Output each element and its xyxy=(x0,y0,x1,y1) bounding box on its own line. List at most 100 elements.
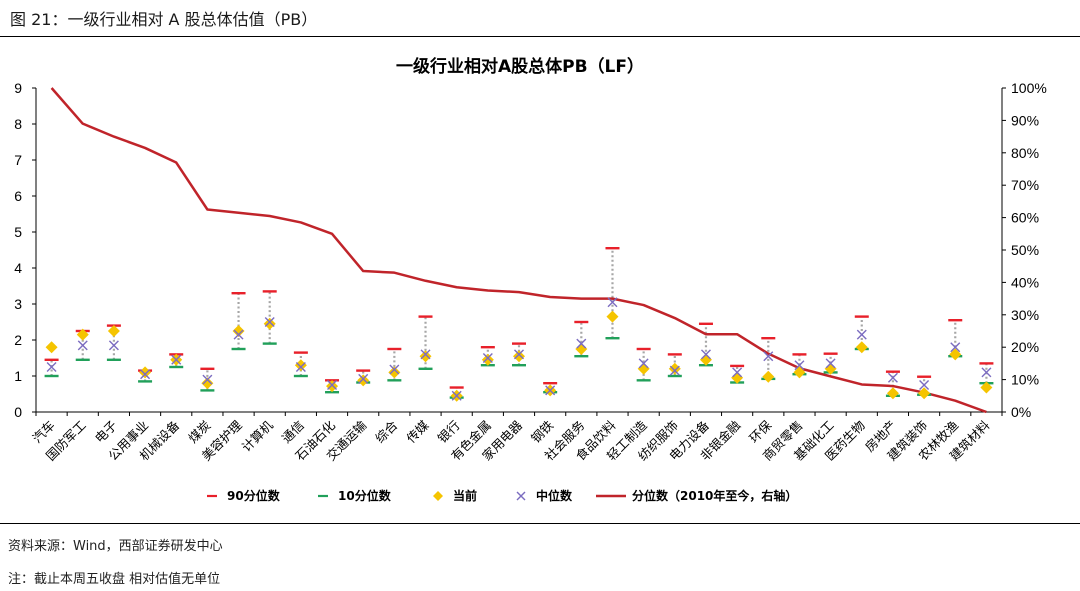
median-mark xyxy=(389,364,400,375)
median-mark-stroke xyxy=(482,353,493,363)
current-mark xyxy=(575,343,588,355)
right-tick-label: 70% xyxy=(1011,177,1039,193)
median-mark xyxy=(233,329,244,340)
left-tick-label: 0 xyxy=(14,404,22,420)
current-mark xyxy=(107,325,120,337)
median-mark xyxy=(171,354,182,365)
current-mark xyxy=(481,353,494,366)
right-tick-label: 50% xyxy=(1011,242,1039,258)
left-tick-label: 4 xyxy=(14,260,22,276)
median-mark xyxy=(887,372,898,383)
median-mark xyxy=(794,360,805,371)
left-tick-label: 6 xyxy=(14,188,22,204)
median-mark-stroke xyxy=(545,385,556,396)
legend-item: 90分位数 xyxy=(207,488,281,503)
median-mark xyxy=(77,340,88,351)
median-mark-stroke xyxy=(295,362,306,372)
median-mark-stroke xyxy=(140,369,151,380)
data-marks xyxy=(44,246,994,402)
legend-label: 90分位数 xyxy=(227,488,281,503)
current-mark xyxy=(263,317,276,330)
median-mark xyxy=(264,317,275,327)
right-tick-label: 60% xyxy=(1011,210,1039,226)
current-mark xyxy=(326,380,339,393)
legend-label: 当前 xyxy=(453,488,477,503)
current-mark xyxy=(980,381,993,394)
current-mark xyxy=(232,325,245,337)
median-mark-stroke xyxy=(202,374,213,385)
median-mark-stroke xyxy=(420,349,431,360)
current-mark xyxy=(668,362,681,375)
median-mark xyxy=(295,362,306,372)
median-mark xyxy=(856,329,867,340)
range-connectors xyxy=(50,248,988,398)
right-tick-label: 100% xyxy=(1011,80,1047,96)
median-mark-stroke xyxy=(576,338,587,349)
legend-item: 10分位数 xyxy=(318,488,392,503)
right-tick-label: 90% xyxy=(1011,112,1039,128)
median-mark-stroke xyxy=(108,340,119,351)
percentile-series-line xyxy=(50,87,987,414)
left-tick-label: 5 xyxy=(14,224,22,240)
median-mark-stroke xyxy=(669,365,680,376)
legend-item: 分位数（2010年至今，右轴） xyxy=(596,488,797,503)
chart-title: 一级行业相对A股总体PB（LF） xyxy=(396,56,644,77)
current-mark xyxy=(949,348,962,361)
percentile-line xyxy=(50,87,987,414)
median-mark xyxy=(545,385,556,396)
legend-item: 当前 xyxy=(433,488,477,503)
current-mark xyxy=(388,366,401,379)
current-mark xyxy=(606,310,619,323)
current-mark xyxy=(201,377,214,390)
left-tick-label: 2 xyxy=(14,332,22,348)
legend-item: 中位数 xyxy=(516,488,573,503)
median-mark xyxy=(700,349,711,360)
median-mark xyxy=(482,353,493,363)
current-mark xyxy=(45,341,58,354)
median-mark-stroke xyxy=(825,358,836,369)
median-mark-stroke xyxy=(794,360,805,371)
category-label: 计算机 xyxy=(239,417,276,454)
median-mark-stroke xyxy=(171,354,182,365)
median-mark-stroke xyxy=(638,358,649,369)
median-mark-stroke xyxy=(950,342,961,353)
footnote: 注：截止本周五收盘 相对估值无单位 xyxy=(8,572,221,587)
current-mark xyxy=(762,370,775,383)
median-mark-stroke xyxy=(389,364,400,375)
median-mark xyxy=(919,380,930,390)
legend-label: 10分位数 xyxy=(338,488,392,503)
median-mark xyxy=(451,390,462,401)
current-mark xyxy=(357,374,370,387)
current-mark xyxy=(294,359,307,372)
median-mark xyxy=(576,338,587,349)
median-mark-stroke xyxy=(451,390,462,401)
current-mark xyxy=(855,341,868,354)
median-mark-stroke xyxy=(514,349,524,360)
median-mark-stroke xyxy=(264,317,275,327)
current-mark xyxy=(886,387,899,400)
left-tick-label: 9 xyxy=(14,80,22,96)
current-mark xyxy=(513,350,525,363)
right-tick-label: 80% xyxy=(1011,145,1039,161)
median-mark xyxy=(358,373,369,384)
median-mark-stroke xyxy=(732,367,743,378)
median-mark-stroke xyxy=(919,380,930,390)
current-mark xyxy=(637,362,650,375)
median-mark xyxy=(607,297,618,308)
axis-ticks: 01234567890%10%20%30%40%50%60%70%80%90%1… xyxy=(14,80,1047,420)
legend: 90分位数 10分位数 当前 中位数 分位数（2010年至今，右轴） xyxy=(207,488,797,503)
median-mark xyxy=(638,358,649,369)
median-mark-stroke xyxy=(887,372,898,383)
category-labels: 汽车国防军工 电子公用事业机械设备 煤炭美容护理计算机 通信石油石化交通运输 综合 传媒银… xyxy=(29,417,992,463)
median-mark xyxy=(46,362,57,372)
median-mark xyxy=(514,349,524,360)
median-mark-stroke xyxy=(607,297,618,308)
median-mark-stroke xyxy=(77,340,88,351)
median-mark xyxy=(140,369,151,380)
median-mark xyxy=(108,340,119,351)
bottom-divider xyxy=(0,523,1080,524)
current-mark xyxy=(139,366,152,379)
top-divider xyxy=(0,36,1080,37)
legend-label: 中位数 xyxy=(536,488,573,503)
left-tick-label: 7 xyxy=(14,152,22,168)
